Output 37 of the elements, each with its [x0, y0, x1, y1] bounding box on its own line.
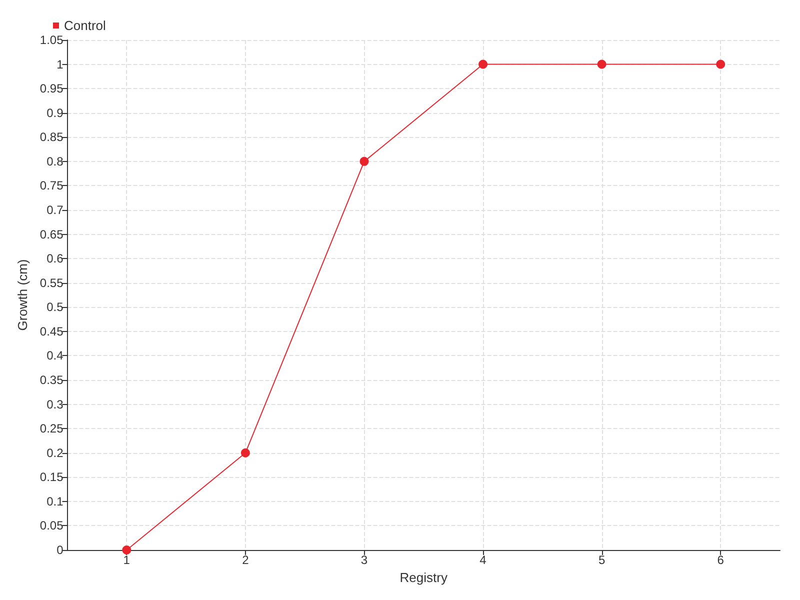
x-tick-label: 6 — [717, 553, 724, 567]
point — [716, 60, 726, 69]
y-tick-label: 0.95 — [40, 82, 64, 96]
x-tick-label: 1 — [123, 553, 130, 567]
point — [478, 60, 488, 69]
y-tick-label: 0.4 — [46, 348, 64, 363]
y-tick-label: 0.65 — [40, 227, 64, 242]
y-tick-label: 0.7 — [46, 203, 64, 217]
y-tick-label: 0 — [56, 543, 64, 557]
x-tick-label: 4 — [480, 553, 487, 567]
y-tick-label: 0.35 — [40, 373, 64, 387]
y-tick-label: 1.05 — [40, 33, 64, 47]
y-tick-label: 0.45 — [40, 324, 64, 338]
point — [240, 448, 250, 458]
point — [360, 156, 369, 166]
y-tick-label: 0.8 — [46, 154, 64, 168]
y-tick-label: 1 — [56, 57, 64, 72]
y-tick-label: 0.25 — [40, 422, 64, 436]
x-axis-title: Registry — [400, 570, 448, 585]
y-axis-title: Growth (cm) — [15, 259, 30, 331]
point — [597, 60, 606, 69]
y-tick-label: 0.6 — [46, 252, 64, 266]
y-tick-label: 0.9 — [46, 106, 64, 120]
y-tick-label: 0.55 — [40, 276, 64, 290]
y-tick-label: 0.85 — [40, 130, 64, 144]
y-tick-label: 0.1 — [46, 494, 64, 508]
point — [122, 546, 132, 554]
y-tick-label: 0.05 — [40, 518, 64, 533]
legend-label: Control — [64, 18, 106, 33]
x-tick-label: 2 — [242, 553, 250, 567]
x-tick-label: 3 — [360, 553, 368, 567]
x-tick-label: 5 — [598, 553, 606, 567]
y-tick-label: 0.3 — [46, 397, 64, 412]
y-tick-label: 0.15 — [40, 470, 64, 484]
y-tick-label: 0.5 — [46, 300, 64, 314]
y-tick-label: 0.2 — [46, 446, 64, 460]
y-tick-label: 0.75 — [40, 178, 64, 193]
